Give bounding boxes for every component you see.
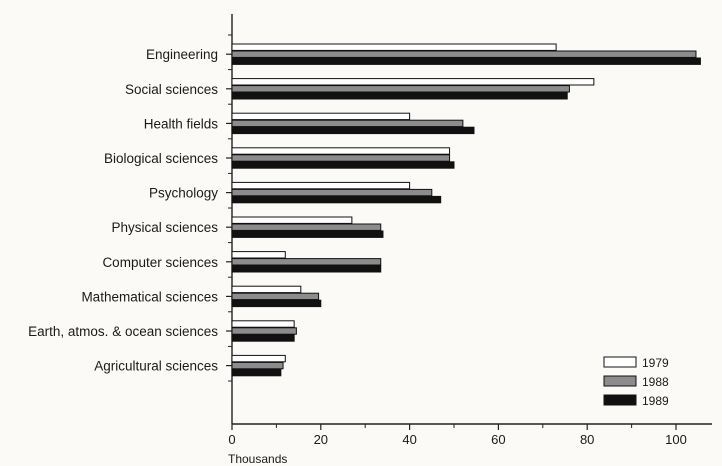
bar-1989 [231,92,568,100]
legend-swatch-1988 [603,375,637,387]
legend-swatch-1989 [603,394,637,406]
category-label: Computer sciences [102,255,218,270]
bar-1988 [231,154,451,162]
category-label: Biological sciences [104,151,218,166]
bar-1989 [231,299,322,308]
x-tick-label: 80 [580,432,594,447]
bar-1979 [231,112,411,121]
bar-1979 [231,320,295,328]
bar-1989 [231,368,282,377]
bar-1988 [231,361,284,370]
bar-1989 [231,230,384,238]
legend: 1979 1988 1989 [603,356,669,408]
x-tick-label: 20 [314,432,328,447]
bars [231,43,701,377]
legend-label: 1988 [642,375,669,389]
bar-1988 [231,119,464,128]
bar-1988 [231,188,433,197]
x-tick-label: 60 [491,432,505,447]
category-label: Engineering [146,47,218,62]
legend-swatch-1979 [603,356,637,368]
legend-label: 1979 [642,356,669,370]
x-tick-label: 100 [665,432,687,447]
bar-1989 [231,334,295,342]
bar-1988 [231,50,697,58]
category-label: Health fields [144,116,219,131]
bar-1979 [231,354,286,363]
bar-1979 [231,216,353,224]
bar-1989 [231,265,382,273]
category-label: Agricultural sciences [94,359,218,374]
x-axis-label: Thousands [228,452,287,466]
category-label: Physical sciences [111,220,218,235]
category-label: Social sciences [125,82,218,97]
bar-1989 [231,126,475,135]
x-tick-label: 0 [228,432,235,447]
bar-1979 [231,147,451,155]
x-tick-label: 40 [402,432,416,447]
bar-1988 [231,258,382,266]
x-ticks: 0 20 40 60 80 100 [228,424,687,447]
bar-1988 [231,292,320,301]
bar-1989 [231,161,455,169]
bar-1988 [231,85,570,93]
bar-1979 [231,251,286,259]
bar-1979 [231,181,411,190]
bar-1979 [231,285,302,294]
category-label: Mathematical sciences [81,289,218,304]
bar-1988 [231,327,297,335]
bar-1989 [231,195,442,204]
category-labels: Engineering Social sciences Health fields B… [28,47,218,373]
bar-1979 [231,78,595,86]
bar-1989 [231,57,701,65]
bar-1988 [231,223,382,231]
legend-label: 1989 [642,394,669,408]
category-label: Earth, atmos. & ocean sciences [28,324,218,339]
category-label: Psychology [149,186,218,201]
bar-1979 [231,43,557,51]
